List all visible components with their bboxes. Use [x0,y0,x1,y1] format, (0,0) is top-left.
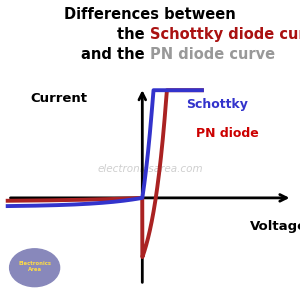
Text: Schottky: Schottky [187,98,248,111]
Text: Electronics
Area: Electronics Area [18,261,51,272]
Circle shape [10,249,60,287]
Text: the: the [117,27,150,42]
Text: Differences between: Differences between [64,7,236,22]
Text: PN diode: PN diode [196,127,259,140]
Text: Schottky diode curve: Schottky diode curve [150,27,300,42]
Text: Voltage: Voltage [250,221,300,233]
Text: Current: Current [31,93,88,105]
Text: and the: and the [81,47,150,62]
Text: electronicsarea.com: electronicsarea.com [97,164,203,175]
Text: PN diode curve: PN diode curve [150,47,275,62]
